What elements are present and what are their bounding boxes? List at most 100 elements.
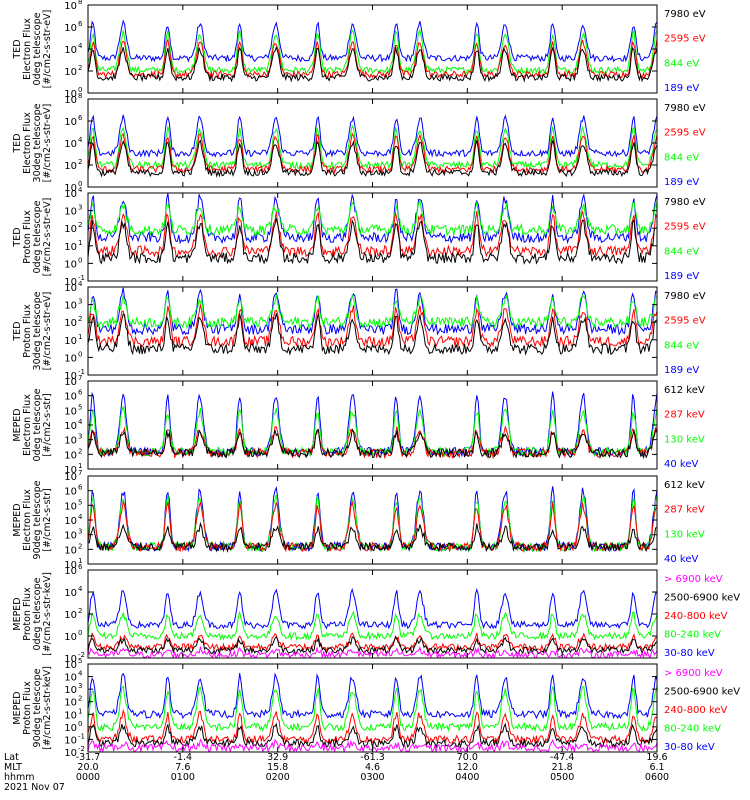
x-row-label: hhmm	[4, 772, 35, 783]
y-tick-label: 10	[64, 139, 77, 150]
y-tick-label: 10	[64, 450, 77, 461]
y-tick-label: 10	[64, 23, 77, 34]
y-tick-label: 10	[64, 95, 77, 106]
legend-entry: 189 eV	[664, 83, 699, 94]
y-tick-exponent: -1	[78, 732, 85, 740]
legend-entry: 2595 eV	[664, 128, 706, 139]
legend-entry: 844 eV	[664, 340, 699, 351]
series-line-189-ev	[88, 287, 657, 336]
y-tick-label: 10	[64, 472, 77, 483]
x-tick-label-lat: -31.7	[76, 752, 101, 763]
y-tick-exponent: 2	[78, 542, 82, 550]
series-line-844-ev	[88, 28, 657, 75]
y-tick-label: 10	[64, 161, 77, 172]
y-tick-label: 10	[64, 516, 77, 527]
y-tick-label: 10	[64, 660, 77, 671]
y-tick-exponent: 2	[78, 315, 82, 323]
series-line-80-240-kev	[88, 685, 657, 733]
y-tick-label: 10	[64, 353, 77, 364]
legend-entry: 2500-6900 keV	[664, 593, 740, 604]
legend-entry: 40 keV	[664, 459, 698, 470]
legend-entry: 2500-6900 keV	[664, 687, 740, 698]
series-line-30-80-kev	[88, 587, 657, 630]
y-tick-label: 10	[64, 377, 77, 388]
legend-entry: 2595 eV	[664, 34, 706, 45]
x-tick-label-lat: -1.4	[174, 752, 193, 763]
series-line-7980-ev	[88, 139, 657, 178]
legend-entry: 240-800 keV	[664, 705, 728, 716]
y-axis-label: TEDElectron Flux30deg telescope[#/cm2-s-…	[12, 103, 53, 182]
y-tick-label: 10	[64, 336, 77, 347]
y-axis-label: TEDProton Flux0deg telescope[#/cm2-s-str…	[12, 198, 53, 277]
y-tick-exponent: -2	[78, 651, 85, 659]
y-tick-label: 10	[64, 735, 77, 746]
y-tick-exponent: 5	[78, 403, 82, 411]
y-tick-label: 10	[64, 465, 77, 476]
y-axis-label: MEPEDElectron Flux0deg telescope[#/cm2-s…	[12, 388, 53, 461]
x-tick-label-hhmm: 0400	[455, 772, 479, 783]
series-line-7980-ev	[88, 313, 657, 356]
legend-entry: > 6900 keV	[664, 668, 723, 679]
y-tick-exponent: 0	[78, 256, 82, 264]
y-axis-label: TEDElectron Flux0deg telescope[#/cm2-s-s…	[12, 10, 53, 89]
y-tick-exponent: 1	[78, 239, 82, 247]
x-tick-label-lat: 32.9	[267, 752, 288, 763]
series-line-7980-ev	[88, 45, 657, 83]
y-tick-exponent: 3	[78, 682, 82, 690]
y-tick-label: 10	[64, 566, 77, 577]
series-line-287-kev	[88, 425, 657, 460]
y-tick-label: 10	[64, 224, 77, 235]
x-row-label: MLT	[4, 762, 22, 773]
y-tick-exponent: 0	[78, 629, 82, 637]
legend-entry: 30-80 keV	[664, 648, 715, 659]
y-axis-label: MEPEDElectron Flux90deg telescope[#/cm2-…	[12, 480, 53, 559]
series-line-2500-6900-kev	[88, 635, 657, 655]
series-line-189-ev	[88, 193, 657, 245]
y-tick-exponent: 0	[78, 180, 82, 188]
x-tick-label-mlt: 4.6	[365, 762, 380, 773]
y-tick-label: 10	[64, 501, 77, 512]
legend-entry: 7980 eV	[664, 291, 706, 302]
y-tick-exponent: 8	[78, 92, 82, 100]
series-line-80-240-kev	[88, 610, 657, 642]
y-tick-exponent: -1	[78, 368, 85, 376]
y-tick-label: 10	[64, 183, 77, 194]
y-tick-exponent: 1	[78, 707, 82, 715]
x-tick-label-lat: 70.0	[457, 752, 478, 763]
y-tick-label: 10	[64, 723, 77, 734]
plot-frame	[87, 4, 658, 94]
y-tick-label: 10	[64, 67, 77, 78]
y-tick-exponent: 5	[78, 657, 82, 665]
y-tick-label: 10	[64, 560, 77, 571]
x-row-label: 2021 Nov 07	[4, 782, 65, 793]
y-tick-exponent: 2	[78, 607, 82, 615]
y-tick-label: 10	[64, 487, 77, 498]
y-tick-label: 10	[64, 654, 77, 665]
series-line-844-ev	[88, 293, 657, 329]
y-tick-label: 10	[64, 117, 77, 128]
y-tick-label: 10	[64, 421, 77, 432]
x-tick-label-mlt: 15.8	[267, 762, 288, 773]
y-tick-label: 10	[64, 698, 77, 709]
y-tick-exponent: 6	[78, 20, 83, 28]
y-tick-label: 10	[64, 406, 77, 417]
y-tick-exponent: 4	[78, 42, 83, 50]
y-tick-label: 10	[64, 392, 77, 403]
y-tick-label: 10	[64, 673, 77, 684]
legend-entry: 2595 eV	[664, 316, 706, 327]
y-tick-exponent: 4	[78, 670, 83, 678]
series-line-7980-ev	[88, 218, 657, 265]
series-line-844-ev	[88, 124, 657, 171]
series-line-189-ev	[88, 19, 657, 63]
y-tick-label: 10	[64, 610, 77, 621]
y-tick-exponent: 4	[78, 186, 83, 194]
y-tick-exponent: 5	[78, 498, 82, 506]
x-tick-label-lat: -61.3	[360, 752, 385, 763]
y-tick-label: 10	[64, 531, 77, 542]
x-tick-label-mlt: 6.1	[649, 762, 664, 773]
